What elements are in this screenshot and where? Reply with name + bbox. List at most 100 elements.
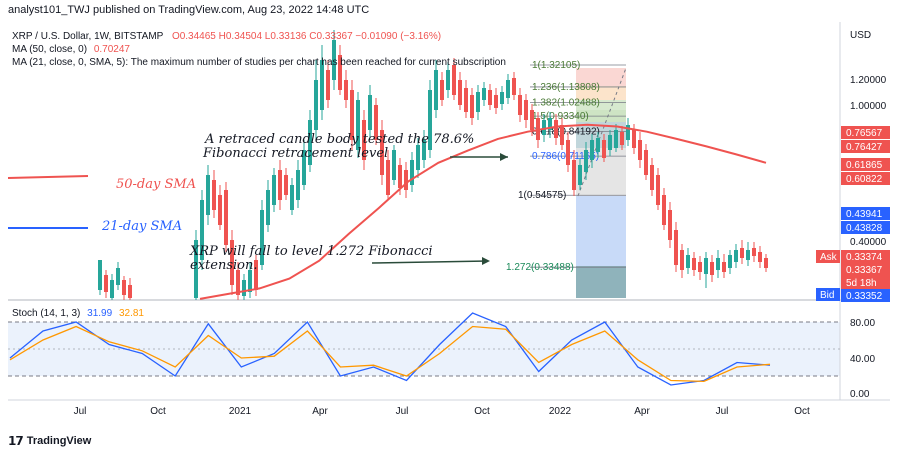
annotation-fall-2: extension. (190, 258, 257, 273)
time-label: Apr (634, 406, 650, 417)
price-tag-text: 0.60822 (846, 174, 883, 185)
fib-label: 0.786(0.71165) (532, 151, 599, 162)
price-tag-text: 0.43941 (846, 209, 883, 220)
candles (98, 30, 768, 300)
candle-body (212, 180, 216, 210)
candle-body (296, 170, 300, 200)
time-label: Jul (716, 406, 729, 417)
candle-body (650, 165, 654, 190)
publish-text: analyst101_TWJ published on TradingView.… (8, 4, 370, 16)
candle-body (446, 70, 450, 90)
price-tag-box (841, 250, 890, 263)
price-tick-2: 1.00000 (850, 101, 887, 112)
annotation-sma21: 21-day SMA (101, 219, 182, 234)
price-tag-text: 0.61865 (846, 160, 883, 171)
candle-body (476, 92, 480, 112)
time-label: Oct (150, 406, 166, 417)
candle-body (272, 175, 276, 205)
fib-label: 0.618(0.84192) (532, 126, 600, 137)
price-tag-box (841, 140, 890, 153)
price-tag-box (841, 263, 890, 276)
candle-body (734, 250, 738, 262)
candle-body (422, 140, 426, 160)
price-tag-box (841, 276, 890, 289)
fib-lines: 1(1.32105) 1.236(1.13808) 1.382(1.02488) 1.… (506, 60, 627, 273)
candle-body (314, 80, 318, 130)
candle-body (572, 160, 576, 190)
candle-body (248, 270, 252, 292)
candle-body (128, 285, 132, 298)
time-axis[interactable]: Jul Oct 2021 Apr Jul Oct 2022 Apr Jul Oct (74, 406, 810, 417)
candle-body (368, 95, 372, 130)
candle-body (704, 258, 708, 274)
candle-body (506, 80, 510, 98)
candle-body (110, 280, 114, 298)
time-label: Jul (74, 406, 87, 417)
legend-symbol: XRP / U.S. Dollar, 1W, BITSTAMP (12, 31, 164, 42)
stoch-d-value: 32.81 (119, 308, 144, 319)
arrow-fall-head (482, 257, 490, 265)
fib-label: 1.5(0.93340) (532, 111, 589, 122)
annotation-arrows (371, 153, 508, 265)
arrow-fall (371, 260, 489, 264)
candle-body (410, 160, 414, 185)
price-tag-box (841, 289, 890, 302)
price-tag-box (841, 158, 890, 171)
fib-diagonal (577, 67, 627, 197)
tradingview-logo-icon: 𝟭𝟳 (8, 434, 24, 448)
candle-body (560, 125, 564, 145)
price-tag-box (841, 172, 890, 185)
legend-ma50-row: MA (50, close, 0) 0.70247 (12, 44, 130, 55)
candle-body (518, 95, 522, 115)
candle-body (584, 150, 588, 172)
candle-body (710, 262, 714, 275)
fib-label: 1.272(0.33488) (506, 262, 574, 273)
candle-body (524, 100, 528, 120)
candle-body (470, 95, 474, 118)
candle-body (242, 280, 246, 296)
candle-body (332, 40, 336, 80)
fib-zone-1 (576, 68, 626, 86)
ask-badge (816, 250, 840, 263)
annotation-sma50: 50-day SMA (116, 177, 196, 192)
candle-body (482, 88, 486, 100)
fib-label: 1(0.54575) (518, 190, 566, 201)
candle-body (626, 125, 630, 140)
candle-body (278, 170, 282, 200)
candle-body (716, 258, 720, 270)
candle-body (614, 130, 618, 148)
candle-body (320, 60, 324, 110)
candle-body (464, 88, 468, 112)
legend-ma50-value: 0.70247 (94, 44, 131, 55)
annotation-retrace-2: Fibonacci retracement level (202, 146, 388, 161)
candle-body (452, 65, 456, 95)
fib-zones (576, 68, 626, 298)
sma50-legend-swatch (7, 175, 89, 179)
time-label: 2021 (229, 406, 252, 417)
fib-zone-7 (576, 196, 626, 266)
candle-body (104, 275, 108, 292)
candle-body (494, 95, 498, 108)
candle-body (692, 258, 696, 270)
candle-body (392, 150, 396, 180)
candle-body (620, 132, 624, 145)
price-tag-text: 0.76427 (846, 142, 883, 153)
sma50-line (199, 123, 767, 300)
candle-body (308, 120, 312, 165)
candle-body (458, 80, 462, 105)
stoch-k-line (9, 312, 771, 386)
bid-label: Bid (820, 290, 834, 301)
candle-body (302, 150, 306, 185)
candle-body (266, 190, 270, 225)
fib-label: 1(1.32105) (532, 60, 580, 71)
time-label: Apr (312, 406, 328, 417)
price-tag-box (841, 221, 890, 234)
stoch-tick-80: 80.00 (850, 318, 875, 329)
time-label: Oct (794, 406, 810, 417)
candle-body (698, 262, 702, 272)
price-tag-text: 0.33352 (846, 291, 883, 302)
fib-zone-8 (576, 266, 626, 298)
candle-body (386, 160, 390, 195)
candle-body (548, 118, 552, 130)
